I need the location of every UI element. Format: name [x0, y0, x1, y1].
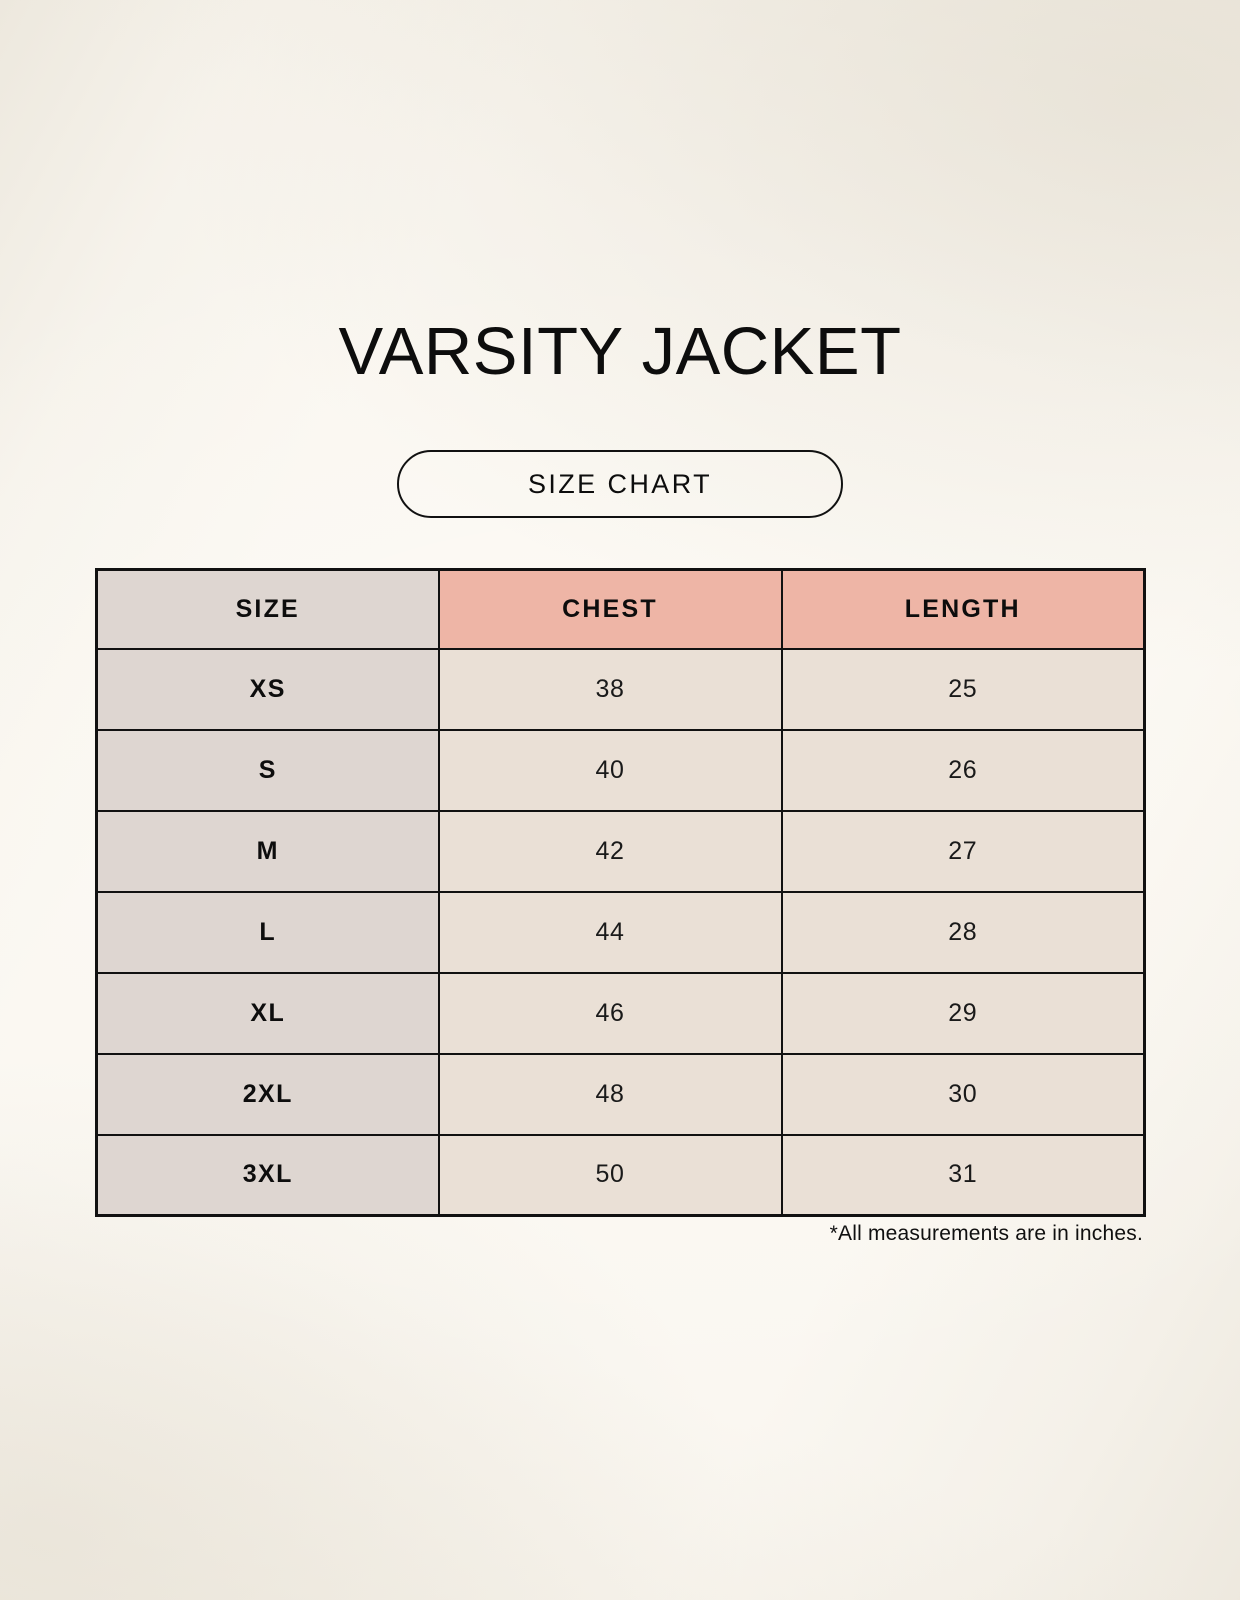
table-row: 2XL 48 30: [95, 1052, 1146, 1136]
size-table: SIZE CHEST LENGTH XS 38 25 S 40 26 M: [95, 568, 1146, 1217]
badge-container: SIZE CHART: [0, 450, 1240, 518]
cell-chest: 46: [437, 971, 783, 1055]
measurement-footnote: *All measurements are in inches.: [829, 1222, 1143, 1245]
column-header-size: SIZE: [95, 568, 440, 650]
cell-length: 30: [780, 1052, 1146, 1136]
cell-size: 2XL: [95, 1052, 440, 1136]
column-header-length: LENGTH: [780, 568, 1146, 650]
cell-length: 25: [780, 647, 1146, 731]
cell-chest: 50: [437, 1133, 783, 1217]
size-chart-badge: SIZE CHART: [397, 450, 843, 518]
table-header: SIZE CHEST LENGTH: [95, 568, 1146, 650]
cell-size: S: [95, 728, 440, 812]
table-row: L 44 28: [95, 890, 1146, 974]
cell-length: 28: [780, 890, 1146, 974]
cell-size: M: [95, 809, 440, 893]
page-title: VARSITY JACKET: [338, 314, 902, 389]
column-header-chest: CHEST: [437, 568, 783, 650]
cell-length: 27: [780, 809, 1146, 893]
cell-size: XL: [95, 971, 440, 1055]
table-row: S 40 26: [95, 728, 1146, 812]
cell-chest: 44: [437, 890, 783, 974]
size-table-container: SIZE CHEST LENGTH XS 38 25 S 40 26 M: [95, 568, 1146, 1217]
cell-chest: 40: [437, 728, 783, 812]
cell-length: 31: [780, 1133, 1146, 1217]
cell-chest: 48: [437, 1052, 783, 1136]
cell-length: 26: [780, 728, 1146, 812]
table-row: XL 46 29: [95, 971, 1146, 1055]
table-row: XS 38 25: [95, 647, 1146, 731]
table-header-row: SIZE CHEST LENGTH: [95, 568, 1146, 650]
cell-length: 29: [780, 971, 1146, 1055]
cell-chest: 38: [437, 647, 783, 731]
table-row: M 42 27: [95, 809, 1146, 893]
cell-size: 3XL: [95, 1133, 440, 1217]
cell-size: XS: [95, 647, 440, 731]
table-body: XS 38 25 S 40 26 M 42 27 L 44 28: [95, 647, 1146, 1217]
cell-size: L: [95, 890, 440, 974]
table-row: 3XL 50 31: [95, 1133, 1146, 1217]
cell-chest: 42: [437, 809, 783, 893]
